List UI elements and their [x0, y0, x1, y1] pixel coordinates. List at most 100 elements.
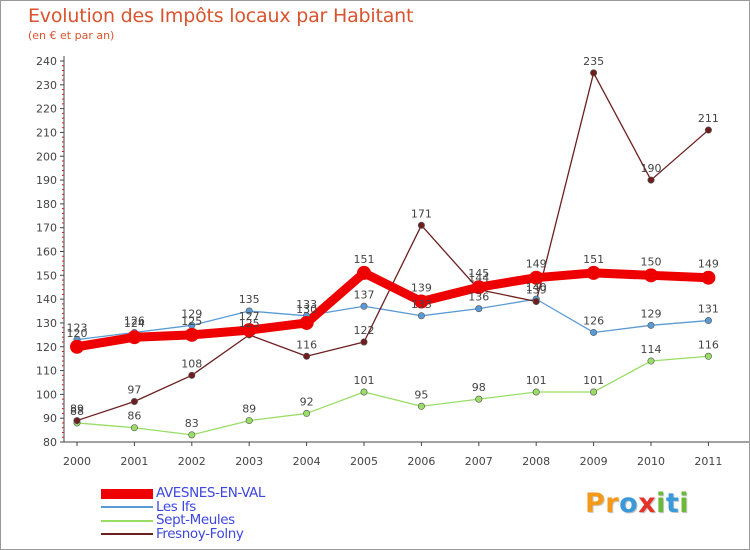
series-line: [72, 268, 713, 352]
data-label: 127: [239, 310, 260, 323]
data-label: 151: [583, 253, 604, 266]
data-label: 135: [239, 293, 260, 306]
data-point: [70, 339, 84, 354]
data-label: 126: [583, 314, 604, 327]
y-tick-label: 240: [36, 55, 57, 68]
legend-label-fresnoy-folny: Fresnoy-Folny: [156, 525, 244, 542]
data-point: [471, 280, 486, 295]
x-tick-label: 2006: [407, 455, 435, 468]
data-label: 124: [124, 317, 145, 330]
data-label: 101: [354, 374, 375, 387]
data-label: 88: [70, 405, 84, 418]
logo-letter: P: [585, 488, 606, 519]
y-tick-label: 170: [36, 222, 57, 235]
y-tick-label: 210: [36, 126, 57, 139]
legend-label-sept-meules: Sept-Meules: [156, 512, 235, 528]
legend-item-sept-meules[interactable]: Sept-Meules: [101, 512, 265, 528]
x-tick-label: 2010: [637, 455, 665, 468]
data-point: [360, 338, 368, 346]
data-point: [127, 330, 142, 345]
legend: AVESNES-EN-VAL Les Ifs Sept-Meules Fresn…: [101, 485, 266, 542]
x-tick-label: 2002: [178, 455, 206, 468]
data-point: [130, 398, 138, 406]
x-tick-label: 2001: [120, 455, 148, 468]
y-tick-label: 140: [36, 293, 57, 306]
y-tick-label: 120: [36, 341, 57, 354]
data-point: [130, 424, 138, 432]
data-label: 83: [185, 417, 199, 430]
data-point: [417, 312, 425, 320]
data-label: 149: [698, 258, 719, 271]
logo-letter: o: [619, 488, 639, 519]
data-point: [475, 395, 483, 403]
x-tick-label: 2008: [522, 455, 550, 468]
legend-item-fresnoy-folny[interactable]: Fresnoy-Folny: [101, 525, 265, 542]
data-point: [644, 268, 658, 283]
y-tick-label: 160: [36, 246, 57, 259]
logo-letter: t: [665, 488, 680, 519]
legend-label-avesnes: AVESNES-EN-VAL: [156, 485, 266, 501]
data-label: 116: [296, 338, 317, 351]
data-point: [188, 431, 196, 439]
data-label: 108: [181, 357, 202, 370]
x-tick-label: 2004: [293, 455, 321, 468]
logo-letter: i: [679, 488, 690, 519]
y-tick-label: 90: [43, 412, 57, 425]
data-label: 145: [468, 267, 489, 280]
data-point: [303, 409, 311, 417]
data-point: [701, 270, 716, 285]
series-line: [76, 72, 710, 422]
y-tick-label: 150: [36, 269, 57, 282]
data-label: 92: [300, 395, 314, 408]
legend-item-avesnes[interactable]: AVESNES-EN-VAL: [101, 485, 266, 501]
x-tick-label: 2003: [235, 455, 263, 468]
y-tick-label: 130: [36, 317, 57, 330]
data-label: 126: [124, 314, 145, 327]
data-label: 89: [242, 403, 256, 416]
data-point: [360, 302, 368, 310]
logo-letter: r: [605, 488, 620, 519]
data-label: 101: [583, 374, 604, 387]
data-point: [590, 388, 598, 396]
data-point: [532, 388, 540, 396]
data-label: 129: [181, 307, 202, 320]
legend-swatch-sept-meules: [101, 519, 153, 522]
y-tick-label: 180: [36, 198, 57, 211]
data-label: 144: [468, 272, 489, 285]
data-label: 137: [354, 288, 375, 301]
proxiti-logo: Proxiti: [585, 488, 689, 519]
data-point: [242, 323, 257, 338]
data-point: [417, 402, 425, 410]
data-label: 139: [526, 284, 547, 297]
data-point: [532, 298, 540, 306]
data-label: 150: [641, 255, 662, 268]
x-tick-label: 2005: [350, 455, 378, 468]
legend-item-les-ifs[interactable]: Les Ifs: [101, 500, 265, 515]
data-label: 89: [70, 403, 84, 416]
data-point: [184, 327, 199, 342]
y-tick-label: 100: [36, 388, 57, 401]
data-label: 95: [414, 388, 428, 401]
data-label: 120: [67, 327, 88, 340]
data-point: [299, 315, 314, 330]
data-label: 139: [411, 282, 432, 295]
logo-letter: x: [638, 488, 657, 519]
data-point: [704, 352, 712, 360]
data-label: 122: [354, 324, 375, 337]
data-label: 133: [411, 298, 432, 311]
data-label: 86: [127, 410, 141, 423]
data-point: [647, 357, 655, 365]
data-point: [590, 328, 598, 336]
x-tick-label: 2000: [63, 455, 91, 468]
data-point: [529, 270, 544, 285]
data-point: [586, 265, 601, 280]
data-point: [188, 371, 196, 379]
y-tick-label: 190: [36, 174, 57, 187]
data-point: [647, 176, 655, 184]
data-point: [475, 305, 483, 313]
data-point: [360, 388, 368, 396]
data-point: [357, 265, 371, 280]
data-point: [245, 307, 253, 315]
